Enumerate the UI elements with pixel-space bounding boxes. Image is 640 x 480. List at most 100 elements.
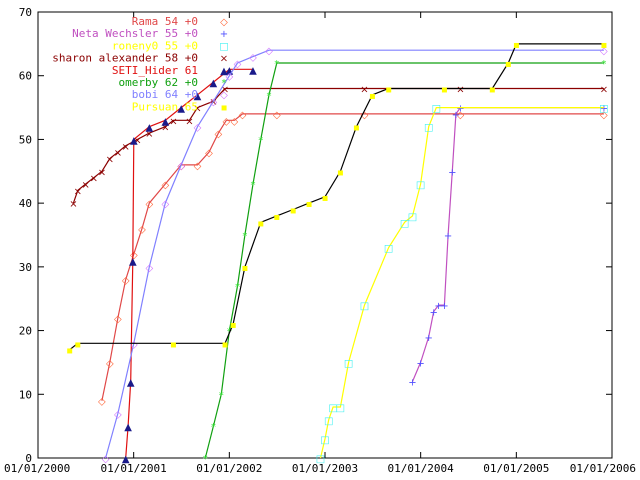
data-point-pursuan: ▪ (290, 206, 297, 217)
data-point-roneny0: □ (344, 358, 353, 369)
data-point-roneny0: □ (400, 218, 409, 229)
data-point-sharon-alexander: × (69, 199, 77, 210)
data-point-neta-wechsler: + (408, 378, 416, 389)
data-point-rama: ◇ (600, 110, 608, 121)
data-point-pursuan: ▪ (441, 85, 448, 96)
data-point-sharon-alexander: × (114, 148, 122, 159)
data-point-roneny0: □ (320, 435, 329, 446)
data-point-bobi: ◇ (177, 161, 185, 172)
data-point-rama: ◇ (205, 148, 213, 159)
series-line-omerby (204, 62, 604, 459)
data-point-omerby: * (235, 282, 240, 293)
y-tick-label: 20 (19, 325, 32, 338)
y-tick-label: 70 (19, 6, 32, 19)
data-point-rama: ◇ (222, 116, 230, 127)
y-tick-label: 10 (19, 388, 32, 401)
data-point-rama: ◇ (114, 314, 122, 325)
x-tick-label: 01/01/2002 (196, 462, 262, 475)
data-point-pursuan: ▪ (385, 85, 392, 96)
data-point-bobi: ◇ (600, 46, 608, 57)
data-point-sharon-alexander: × (90, 174, 98, 185)
data-point-sharon-alexander: × (82, 180, 90, 191)
data-point-rama: ◇ (215, 129, 223, 140)
data-point-omerby: * (203, 454, 208, 465)
data-point-neta-wechsler: + (430, 308, 438, 319)
series-neta-wechsler: ++++++++++ + (408, 104, 608, 389)
data-point-sharon-alexander: × (221, 85, 229, 96)
data-point-seti-hider: ▲ (127, 378, 135, 389)
data-point-bobi: ◇ (249, 53, 257, 64)
data-point-pursuan: ▪ (273, 212, 280, 223)
data-point-roneny0: □ (328, 403, 337, 414)
data-point-sharon-alexander: × (193, 104, 201, 115)
legend-label-pursuan: Pursuan 65 (132, 100, 198, 113)
data-point-omerby: * (258, 135, 263, 146)
data-point-rama: ◇ (457, 110, 465, 121)
data-point-roneny0: □ (432, 104, 441, 115)
data-point-neta-wechsler: + (456, 104, 464, 115)
data-point-omerby: * (267, 91, 272, 102)
data-point-sharon-alexander: × (600, 85, 608, 96)
data-point-neta-wechsler: + (425, 333, 433, 344)
series-layer: ◇◇◇◇◇◇◇◇◇ ◇◇◇◇ ◇◇ ◇ ◇ ◇ ◇++++++++++ +□□□□□□□□□□… (66, 40, 608, 465)
y-tick-label: 40 (19, 197, 32, 210)
data-point-sharon-alexander: × (456, 85, 464, 96)
data-point-seti-hider: ▲ (129, 257, 137, 268)
data-point-roneny0: □ (408, 212, 417, 223)
data-point-rama: ◇ (239, 110, 247, 121)
data-point-roneny0: □ (360, 301, 369, 312)
series-rama: ◇◇◇◇◇◇◇◇◇ ◇◇◇◇ ◇◇ ◇ ◇ ◇ ◇ (98, 110, 608, 408)
x-tick-label: 01/01/2005 (483, 462, 549, 475)
data-point-bobi: ◇ (234, 59, 242, 70)
data-point-neta-wechsler: + (448, 167, 456, 178)
data-point-rama: ◇ (106, 358, 114, 369)
legend-marker-sharon-alexander: × (220, 54, 228, 65)
legend-label-neta-wechsler: Neta Wechsler 55 +0 (72, 27, 198, 40)
data-point-pursuan: ▪ (337, 167, 344, 178)
legend-marker-pursuan: ▪ (221, 102, 228, 113)
data-point-roneny0: □ (324, 416, 333, 427)
legend-marker-omerby: * (222, 78, 227, 89)
data-point-pursuan: ▪ (74, 339, 81, 350)
data-point-neta-wechsler: + (416, 358, 424, 369)
y-axis: 0 10 20 30 40 50 60 70 (19, 6, 612, 465)
data-point-seti-hider: ▲ (177, 104, 185, 115)
data-point-pursuan: ▪ (353, 123, 360, 134)
data-point-bobi: ◇ (226, 72, 234, 83)
data-point-pursuan: ▪ (242, 263, 249, 274)
data-point-seti-hider: ▲ (249, 65, 257, 76)
data-point-neta-wechsler: + (434, 301, 442, 312)
legend-label-roneny0: roneny0 55 +0 (112, 39, 198, 52)
legend-marker-bobi: ◇ (220, 90, 228, 101)
data-point-sharon-alexander: × (106, 155, 114, 166)
legend-label-omerby: omerby 62 +0 (119, 76, 198, 89)
data-point-neta-wechsler: + (600, 104, 608, 115)
data-point-sharon-alexander: × (161, 123, 169, 134)
data-point-roneny0: □ (336, 403, 345, 414)
legend-marker-rama: ◇ (220, 17, 228, 28)
data-point-rama: ◇ (361, 110, 369, 121)
data-point-bobi: ◇ (114, 409, 122, 420)
x-axis: 01/01/2000 01/01/2001 01/01/2002 01/01/2003… (4, 12, 636, 475)
data-point-roneny0: □ (599, 104, 608, 115)
series-seti-hider: ▲▲▲▲▲▲▲▲▲▲▲ ▲ (122, 65, 257, 465)
y-tick-label: 30 (19, 261, 32, 274)
data-point-rama: ◇ (145, 199, 153, 210)
data-point-rama: ◇ (161, 180, 169, 191)
data-point-bobi: ◇ (161, 199, 169, 210)
data-point-bobi: ◇ (265, 46, 273, 57)
data-point-sharon-alexander: × (360, 85, 368, 96)
data-point-seti-hider: ▲ (122, 454, 130, 465)
data-point-bobi: ◇ (102, 454, 110, 465)
data-point-roneny0: □ (416, 180, 425, 191)
data-point-sharon-alexander: × (169, 116, 177, 127)
data-point-seti-hider: ▲ (124, 422, 132, 433)
data-point-sharon-alexander: × (133, 135, 141, 146)
x-tick-label: 01/01/2003 (292, 462, 358, 475)
data-point-pursuan: ▪ (257, 218, 264, 229)
data-point-bobi: ◇ (194, 123, 202, 134)
data-point-rama: ◇ (177, 161, 185, 172)
series-line-seti-hider (125, 68, 253, 459)
data-point-rama: ◇ (194, 161, 202, 172)
